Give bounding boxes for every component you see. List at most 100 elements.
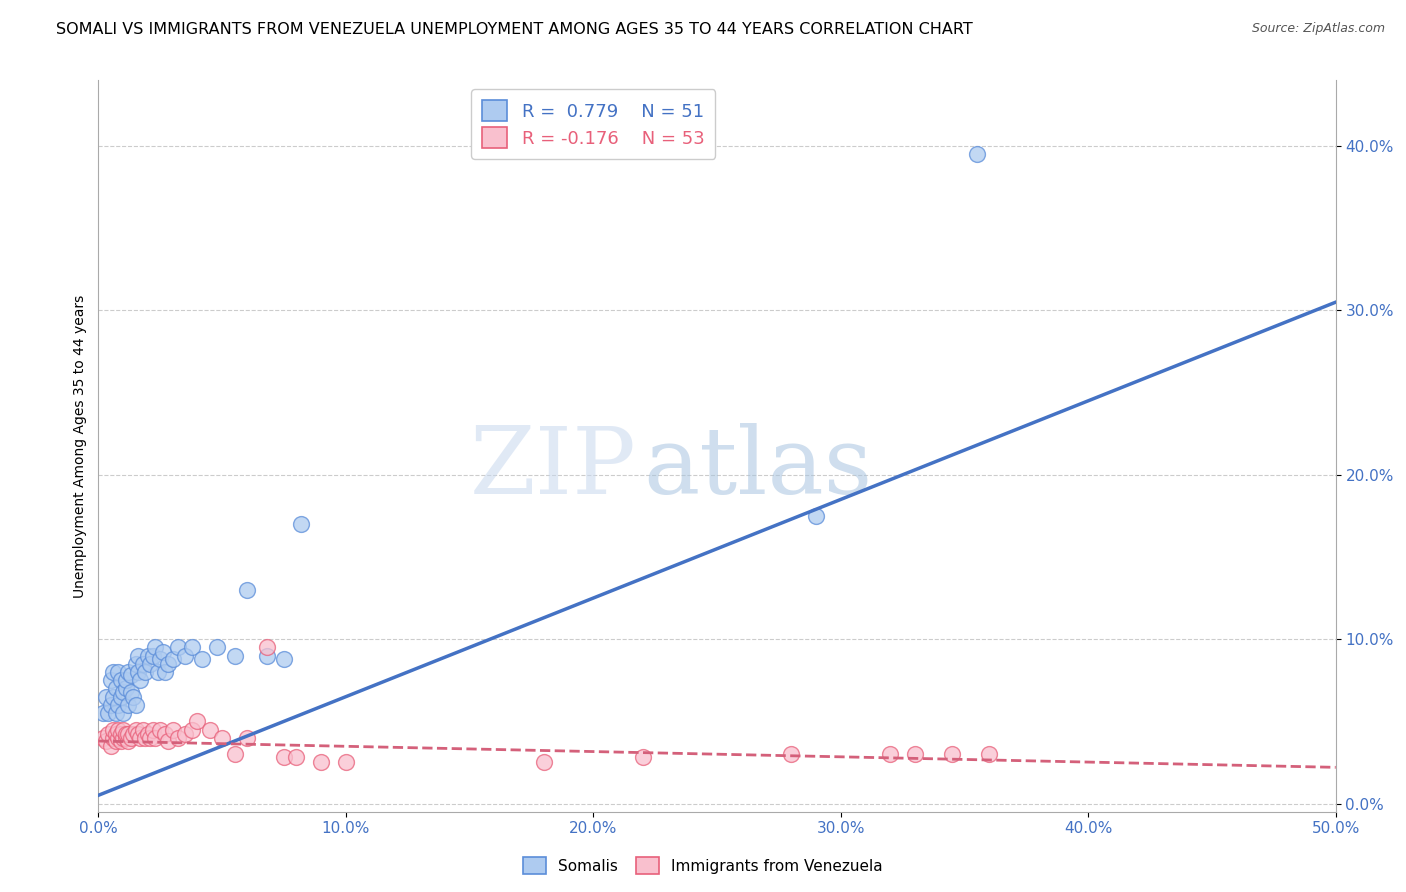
Point: [93, 706, 115, 720]
Point: [132, 657, 155, 671]
Point: [112, 706, 135, 720]
Point: [155, 665, 177, 679]
Point: [273, 652, 295, 666]
Point: [941, 747, 963, 762]
Point: [124, 698, 146, 712]
Y-axis label: Unemployment Among Ages 35 to 44 years: Unemployment Among Ages 35 to 44 years: [73, 294, 87, 598]
Point: [114, 681, 136, 696]
Point: [97, 706, 120, 720]
Point: [134, 731, 156, 745]
Point: [97, 727, 120, 741]
Point: [112, 723, 135, 737]
Point: [162, 652, 184, 666]
Point: [143, 640, 166, 655]
Point: [132, 723, 155, 737]
Point: [156, 657, 179, 671]
Point: [142, 648, 165, 663]
Point: [236, 582, 259, 597]
Point: [114, 673, 136, 688]
Point: [136, 727, 159, 741]
Point: [110, 690, 132, 704]
Point: [94, 734, 117, 748]
Point: [110, 734, 132, 748]
Point: [104, 727, 127, 741]
Point: [309, 756, 332, 770]
Point: [142, 723, 165, 737]
Point: [127, 727, 149, 741]
Point: [103, 731, 125, 745]
Point: [205, 640, 228, 655]
Point: [198, 723, 221, 737]
Point: [335, 756, 357, 770]
Point: [285, 750, 308, 764]
Point: [104, 734, 127, 748]
Point: [117, 734, 139, 748]
Point: [104, 706, 127, 720]
Point: [107, 698, 129, 712]
Point: [174, 648, 197, 663]
Point: [100, 673, 122, 688]
Point: [143, 731, 166, 745]
Point: [146, 665, 169, 679]
Point: [181, 640, 204, 655]
Point: [149, 652, 172, 666]
Point: [94, 690, 117, 704]
Point: [181, 723, 204, 737]
Point: [256, 640, 278, 655]
Point: [804, 508, 827, 523]
Point: [104, 681, 127, 696]
Point: [120, 684, 142, 698]
Point: [110, 727, 132, 741]
Point: [904, 747, 927, 762]
Point: [93, 731, 115, 745]
Point: [112, 731, 135, 745]
Point: [533, 756, 555, 770]
Point: [134, 665, 156, 679]
Text: ZIP: ZIP: [470, 423, 637, 513]
Point: [107, 731, 129, 745]
Point: [107, 665, 129, 679]
Point: [156, 734, 179, 748]
Point: [631, 750, 654, 764]
Text: atlas: atlas: [643, 423, 872, 513]
Point: [139, 657, 162, 671]
Point: [120, 731, 142, 745]
Point: [174, 727, 197, 741]
Point: [290, 517, 312, 532]
Point: [103, 690, 125, 704]
Point: [127, 648, 149, 663]
Point: [107, 723, 129, 737]
Point: [117, 727, 139, 741]
Point: [129, 673, 152, 688]
Text: Source: ZipAtlas.com: Source: ZipAtlas.com: [1251, 22, 1385, 36]
Point: [129, 731, 152, 745]
Point: [256, 648, 278, 663]
Point: [966, 147, 988, 161]
Point: [114, 731, 136, 745]
Point: [139, 731, 162, 745]
Point: [780, 747, 803, 762]
Point: [110, 673, 132, 688]
Point: [224, 648, 246, 663]
Point: [191, 652, 214, 666]
Point: [100, 698, 122, 712]
Point: [211, 731, 233, 745]
Point: [103, 665, 125, 679]
Legend: Somalis, Immigrants from Venezuela: Somalis, Immigrants from Venezuela: [517, 851, 889, 880]
Point: [166, 640, 188, 655]
Point: [236, 731, 259, 745]
Point: [979, 747, 1001, 762]
Point: [879, 747, 901, 762]
Point: [149, 723, 172, 737]
Point: [117, 698, 139, 712]
Point: [152, 645, 174, 659]
Point: [122, 727, 145, 741]
Point: [166, 731, 188, 745]
Legend: R =  0.779    N = 51, R = -0.176    N = 53: R = 0.779 N = 51, R = -0.176 N = 53: [471, 89, 716, 159]
Point: [114, 727, 136, 741]
Text: SOMALI VS IMMIGRANTS FROM VENEZUELA UNEMPLOYMENT AMONG AGES 35 TO 44 YEARS CORRE: SOMALI VS IMMIGRANTS FROM VENEZUELA UNEM…: [56, 22, 973, 37]
Point: [103, 723, 125, 737]
Point: [186, 714, 208, 729]
Point: [155, 727, 177, 741]
Point: [120, 668, 142, 682]
